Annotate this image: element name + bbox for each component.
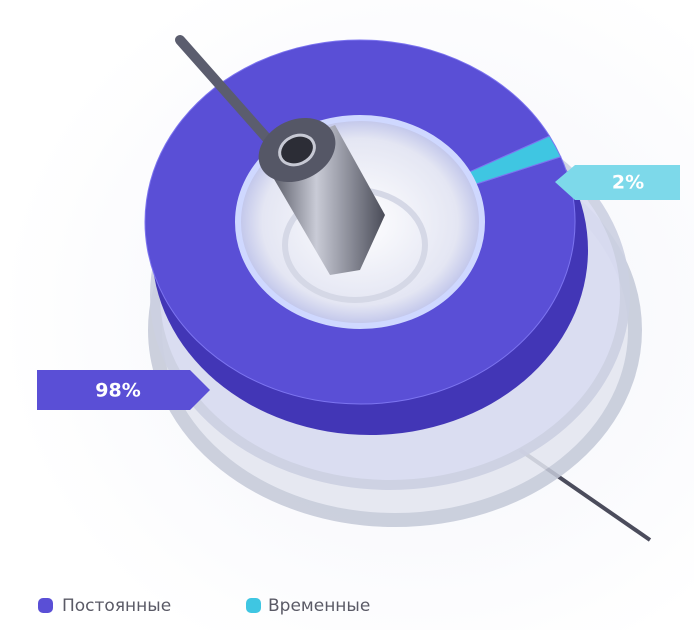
legend-label: Постоянные — [62, 596, 171, 616]
value-label: 2% — [612, 172, 644, 194]
legend: Постоянные Временные — [38, 596, 370, 616]
value-label: 98% — [95, 380, 140, 402]
legend-label: Временные — [268, 596, 370, 616]
connector-tip — [278, 133, 316, 167]
legend-swatch — [38, 598, 53, 613]
value-tag — [555, 165, 680, 200]
value-tag — [37, 370, 210, 410]
legend-swatch — [246, 598, 261, 613]
